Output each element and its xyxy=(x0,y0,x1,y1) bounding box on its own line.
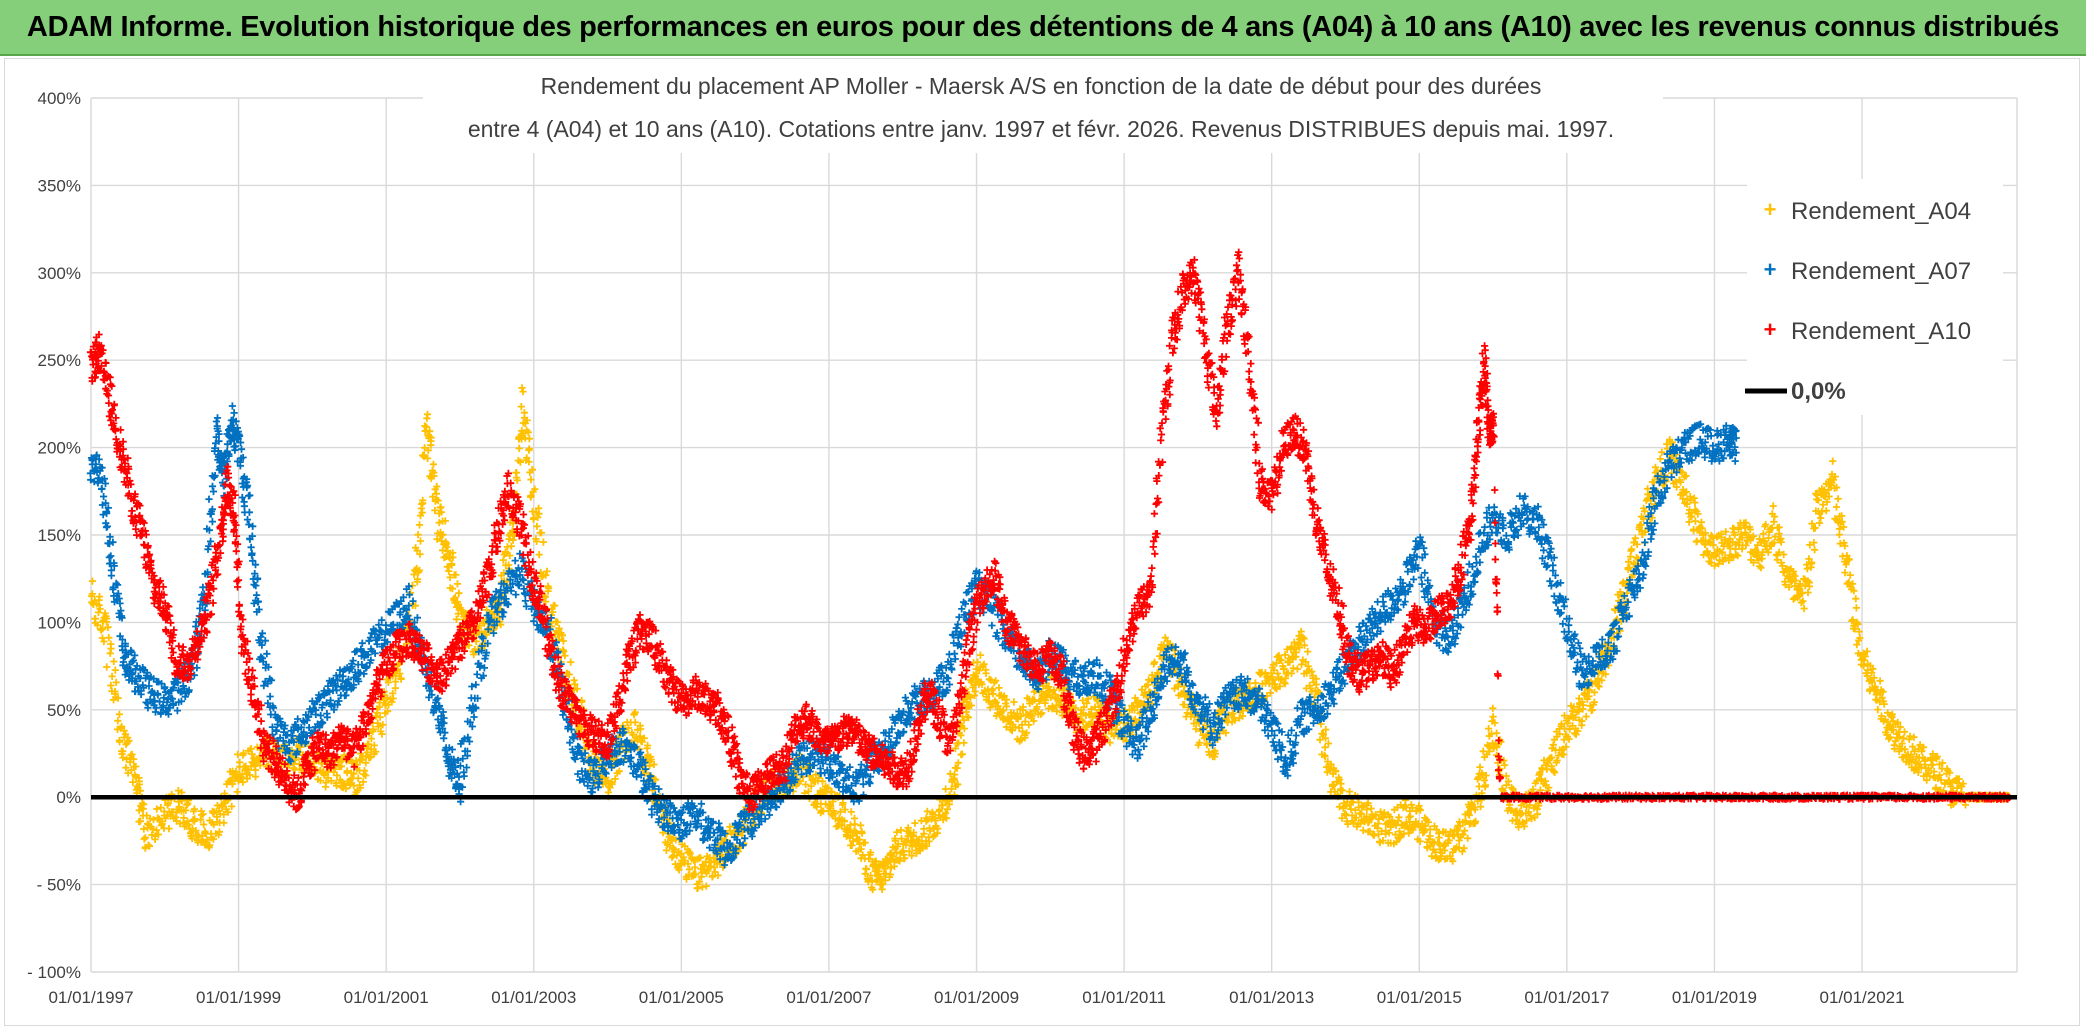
x-tick-label: 01/01/2003 xyxy=(491,988,576,1007)
legend-label-a04: Rendement_A04 xyxy=(1791,198,1971,225)
chart-legend: + Rendement_A04 + Rendement_A07 + Rendem… xyxy=(1745,179,2003,415)
legend-item-a07: + Rendement_A07 xyxy=(1764,257,1972,285)
scatter-chart: 400% 350% 300% 250% 200% 150% 100% 50% 0% - 50% - … xyxy=(27,61,2018,1007)
chart-title-line-1: Rendement du placement AP Moller - Maers… xyxy=(541,73,1542,99)
grid-lines xyxy=(90,97,2018,973)
legend-label-zero: 0,0% xyxy=(1791,378,1846,405)
y-tick-label: 200% xyxy=(38,439,81,458)
legend-label-a10: Rendement_A10 xyxy=(1791,318,1971,345)
axis-labels: 400% 350% 300% 250% 200% 150% 100% 50% 0% - 50% - … xyxy=(27,89,1904,1007)
x-tick-label: 01/01/2017 xyxy=(1524,988,1609,1007)
chart-frame: 400% 350% 300% 250% 200% 150% 100% 50% 0% - 50% - … xyxy=(4,58,2080,1026)
y-tick-label: 50% xyxy=(47,701,81,720)
legend-marker-a07: + xyxy=(1764,257,1777,282)
chart-title-line-2: entre 4 (A04) et 10 ans (A10). Cotations… xyxy=(468,116,1614,142)
x-tick-label: 01/01/1999 xyxy=(196,988,281,1007)
x-tick-label: 01/01/2011 xyxy=(1082,988,1166,1007)
y-tick-label: 400% xyxy=(38,89,81,108)
y-tick-label: - 100% xyxy=(27,963,81,982)
report-banner: ADAM Informe. Evolution historique des p… xyxy=(0,0,2086,56)
y-tick-label: 150% xyxy=(38,526,81,545)
legend-label-a07: Rendement_A07 xyxy=(1791,258,1971,285)
legend-item-zero: 0,0% xyxy=(1745,378,1846,405)
x-tick-label: 01/01/2021 xyxy=(1819,988,1904,1007)
y-tick-label: 350% xyxy=(38,176,81,195)
x-tick-label: 01/01/2015 xyxy=(1377,988,1462,1007)
x-tick-label: 01/01/2005 xyxy=(639,988,724,1007)
y-tick-label: - 50% xyxy=(37,876,81,895)
legend-marker-a04: + xyxy=(1764,197,1777,222)
x-tick-label: 01/01/2019 xyxy=(1672,988,1757,1007)
y-tick-label: 250% xyxy=(38,351,81,370)
y-tick-label: 300% xyxy=(38,264,81,283)
legend-item-a10: + Rendement_A10 xyxy=(1764,317,1972,345)
report-title: ADAM Informe. Evolution historique des p… xyxy=(26,10,2060,43)
legend-item-a04: + Rendement_A04 xyxy=(1764,197,1972,225)
x-tick-label: 01/01/2009 xyxy=(934,988,1019,1007)
chart-title-background xyxy=(423,61,1663,153)
x-tick-label: 01/01/1997 xyxy=(48,988,133,1007)
y-tick-label: 100% xyxy=(38,613,81,632)
legend-background xyxy=(1747,179,2003,415)
x-tick-label: 01/01/2007 xyxy=(786,988,871,1007)
legend-marker-a10: + xyxy=(1764,317,1777,342)
chart-title-box: Rendement du placement AP Moller - Maers… xyxy=(423,61,1663,153)
x-tick-label: 01/01/2013 xyxy=(1229,988,1314,1007)
y-tick-label: 0% xyxy=(56,788,81,807)
data-points xyxy=(86,248,2013,894)
x-tick-label: 01/01/2001 xyxy=(344,988,429,1007)
